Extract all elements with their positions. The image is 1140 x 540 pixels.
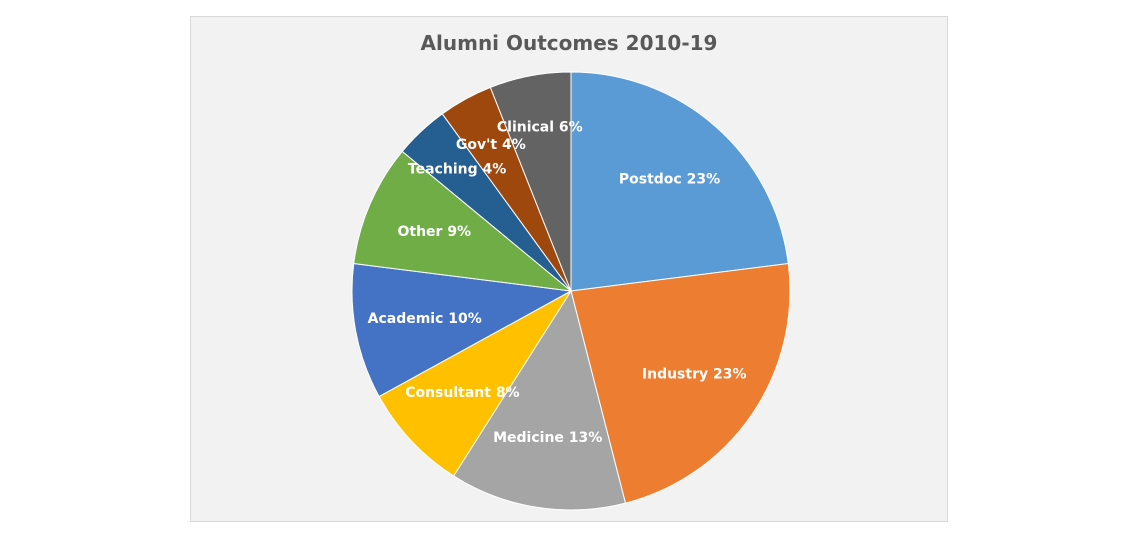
chart-area: Alumni Outcomes 2010-19 Postdoc 23% Indus… bbox=[190, 16, 948, 522]
label-teaching: Teaching 4% bbox=[408, 162, 506, 178]
slice-industry bbox=[570, 262, 791, 504]
label-medicine: Medicine 13% bbox=[493, 430, 602, 446]
slice-medicine bbox=[452, 289, 627, 511]
slice-academic bbox=[351, 262, 573, 398]
pie-chart: Postdoc 23% Industry 23% Medicine 13% Consu… bbox=[351, 71, 791, 511]
label-academic: Academic 10% bbox=[368, 311, 482, 327]
slice-clinical bbox=[489, 71, 572, 292]
label-gov-t: Gov't 4% bbox=[456, 137, 526, 153]
slice-postdoc bbox=[570, 71, 789, 292]
label-postdoc: Postdoc 23% bbox=[619, 171, 720, 187]
label-other: Other 9% bbox=[397, 224, 471, 240]
label-consultant: Consultant 8% bbox=[405, 385, 519, 401]
slice-consultant bbox=[378, 290, 572, 477]
pie-labels: Postdoc 23% Industry 23% Medicine 13% Consu… bbox=[368, 120, 747, 447]
slice-other bbox=[353, 150, 573, 292]
label-industry: Industry 23% bbox=[642, 367, 747, 383]
label-clinical: Clinical 6% bbox=[497, 120, 583, 136]
chart-title: Alumni Outcomes 2010-19 bbox=[420, 31, 718, 55]
pie-slices bbox=[351, 71, 791, 511]
